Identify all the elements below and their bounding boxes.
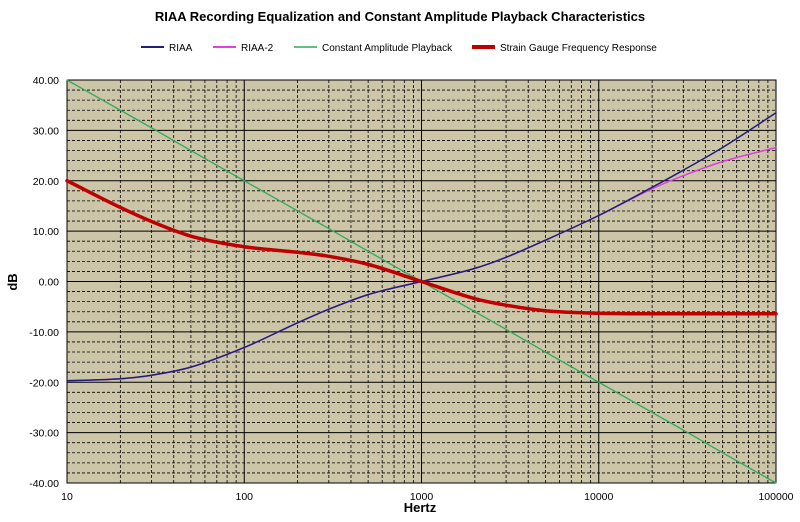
- y-tick-label: 0.00: [39, 277, 60, 289]
- series-layer: [65, 79, 778, 484]
- series-line-strain-gauge-frequency-response: [65, 179, 778, 316]
- legend-label-constant-amplitude-playback: Constant Amplitude Playback: [322, 43, 453, 54]
- y-tick-label: 20.00: [33, 176, 59, 188]
- y-tick-label: -40.00: [29, 478, 59, 490]
- legend: RIAA RIAA-2 Constant Amplitude Playback Str…: [141, 43, 657, 54]
- y-axis-title: dB: [5, 273, 20, 290]
- x-tick-label: 10000: [584, 491, 613, 503]
- x-tick-label: 10: [61, 491, 73, 503]
- plot-border: [66, 79, 777, 484]
- y-tick-label: -10.00: [29, 327, 59, 339]
- tick-labels: 40.00 30.00 20.00 10.00 0.00 -10.00 -20.00 -30.…: [29, 75, 793, 503]
- y-tick-label: 30.00: [33, 125, 59, 137]
- y-tick-label: -20.00: [29, 377, 59, 389]
- chart-title: RIAA Recording Equalization and Constant…: [155, 9, 645, 24]
- y-tick-label: 40.00: [33, 75, 59, 87]
- y-tick-label: 10.00: [33, 226, 59, 238]
- x-axis-title: Hertz: [404, 500, 437, 515]
- legend-label-strain-gauge-frequency-response: Strain Gauge Frequency Response: [500, 43, 657, 54]
- x-tick-label: 1000: [410, 491, 434, 503]
- grid: [66, 79, 777, 484]
- x-tick-label: 100000: [758, 491, 793, 503]
- y-tick-label: -30.00: [29, 428, 59, 440]
- legend-label-riaa-2: RIAA-2: [241, 43, 274, 54]
- x-tick-label: 100: [235, 491, 253, 503]
- legend-label-riaa: RIAA: [169, 43, 193, 54]
